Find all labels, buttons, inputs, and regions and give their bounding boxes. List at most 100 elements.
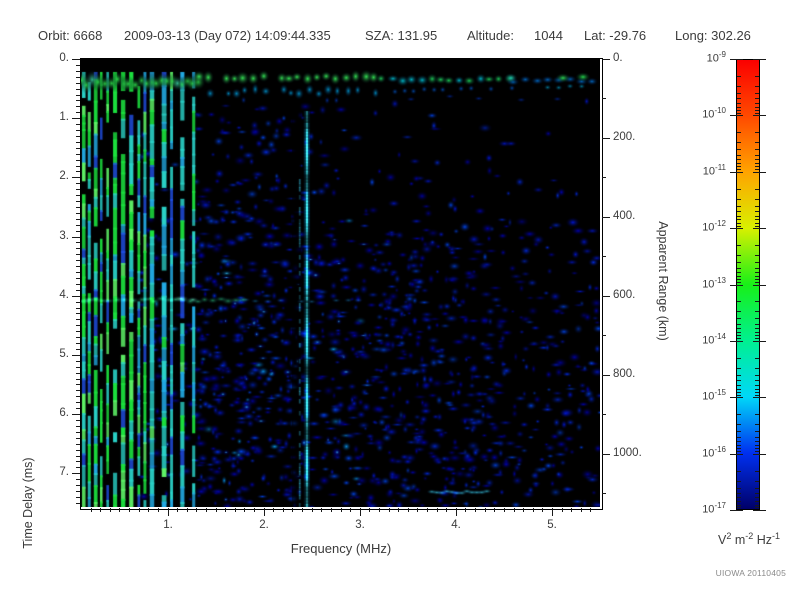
- x-major-tick: [552, 508, 553, 516]
- colorbar-tick: [737, 328, 741, 329]
- colorbar-tick: [753, 115, 766, 116]
- y-minor-tick: [76, 142, 80, 143]
- colorbar-tick: [737, 163, 741, 164]
- colorbar-tick: [755, 132, 759, 133]
- colorbar-tick: [737, 332, 741, 333]
- colorbar-tick: [737, 471, 741, 472]
- y-minor-tick: [76, 467, 80, 468]
- colorbar-tick: [755, 142, 759, 143]
- colorbar-tick: [737, 276, 741, 277]
- colorbar-tick: [730, 285, 743, 286]
- y-minor-tick: [76, 461, 80, 462]
- colorbar-tick: [755, 245, 759, 246]
- x-minor-tick: [562, 508, 563, 512]
- y-minor-tick: [76, 260, 80, 261]
- colorbar-tick: [755, 255, 759, 256]
- colorbar-tick: [755, 505, 759, 506]
- colorbar-tick: [730, 59, 743, 60]
- x-minor-tick: [379, 508, 380, 512]
- x-minor-tick: [139, 508, 140, 512]
- x-minor-tick: [475, 508, 476, 512]
- y-minor-tick: [76, 390, 80, 391]
- colorbar-tick: [730, 341, 743, 342]
- y-major-tick: [72, 177, 80, 178]
- range-tick-label: 200.: [613, 131, 636, 143]
- colorbar-tick: [737, 211, 741, 212]
- colorbar-tick: [730, 228, 743, 229]
- y-minor-tick: [76, 231, 80, 232]
- colorbar-tick: [755, 431, 759, 432]
- y-minor-tick: [76, 379, 80, 380]
- x-minor-tick: [273, 508, 274, 512]
- colorbar-tick: [753, 341, 766, 342]
- x-minor-tick: [91, 508, 92, 512]
- colorbar-tick: [753, 59, 766, 60]
- colorbar-tick: [737, 505, 741, 506]
- colorbar-gradient: [736, 59, 760, 510]
- colorbar-tick: [737, 497, 741, 498]
- y-axis-right-title: Apparent Range (km): [656, 221, 670, 341]
- y-minor-tick: [76, 100, 80, 101]
- colorbar-tick: [737, 169, 741, 170]
- x-minor-tick: [465, 508, 466, 512]
- colorbar-tick: [755, 335, 759, 336]
- x-tick-label: 1.: [163, 519, 173, 531]
- colorbar-tick: [755, 226, 759, 227]
- colorbar-tick: [755, 149, 759, 150]
- y-minor-tick: [76, 290, 80, 291]
- y-axis-left-title: Time Delay (ms): [21, 457, 35, 549]
- x-minor-tick: [254, 508, 255, 512]
- colorbar-tick: [737, 199, 741, 200]
- colorbar-tick: [753, 397, 766, 398]
- colorbar-tick: [755, 311, 759, 312]
- x-minor-tick: [158, 508, 159, 512]
- colorbar-tick: [730, 397, 743, 398]
- colorbar-tick: [755, 216, 759, 217]
- colorbar-tick: [737, 103, 741, 104]
- colorbar-tick: [737, 324, 741, 325]
- y-minor-tick: [76, 367, 80, 368]
- colorbar-tick: [755, 159, 759, 160]
- colorbar-tick: [737, 142, 741, 143]
- y-minor-tick: [76, 189, 80, 190]
- x-minor-tick: [590, 508, 591, 512]
- x-minor-tick: [514, 508, 515, 512]
- y-minor-tick: [76, 136, 80, 137]
- colorbar-tick: [737, 226, 741, 227]
- y-minor-tick: [76, 95, 80, 96]
- colorbar-tick: [737, 223, 741, 224]
- range-major-tick: [602, 296, 610, 297]
- y-minor-tick: [76, 284, 80, 285]
- colorbar-tick: [737, 338, 741, 339]
- colorbar-tick: [755, 107, 759, 108]
- colorbar-tick: [755, 211, 759, 212]
- colorbar-tick: [737, 149, 741, 150]
- range-minor-tick: [602, 177, 606, 178]
- x-minor-tick: [206, 508, 207, 512]
- y-axis-left-title-wrap: Time Delay (ms): [14, 213, 38, 548]
- x-minor-tick: [129, 508, 130, 512]
- x-minor-tick: [408, 508, 409, 512]
- x-minor-tick: [389, 508, 390, 512]
- x-minor-tick: [244, 508, 245, 512]
- colorbar-tick: [737, 392, 741, 393]
- y-minor-tick: [76, 278, 80, 279]
- y-minor-tick: [76, 160, 80, 161]
- y-tick-label: 5.: [59, 348, 69, 360]
- colorbar-tick: [755, 437, 759, 438]
- y-minor-tick: [76, 112, 80, 113]
- x-minor-tick: [542, 508, 543, 512]
- range-major-tick: [602, 59, 610, 60]
- x-minor-tick: [369, 508, 370, 512]
- y-minor-tick: [76, 254, 80, 255]
- y-major-tick: [72, 59, 80, 60]
- x-minor-tick: [321, 508, 322, 512]
- colorbar-tick: [753, 285, 766, 286]
- colorbar-decade-label: 10-10: [702, 106, 726, 121]
- x-minor-tick: [571, 508, 572, 512]
- colorbar-tick: [737, 189, 741, 190]
- colorbar-tick: [755, 93, 759, 94]
- header-field-datetime: 2009-03-13 (Day 072) 14:09:44.335: [124, 28, 331, 43]
- range-minor-tick: [602, 335, 606, 336]
- range-tick-label: 0.: [613, 52, 623, 64]
